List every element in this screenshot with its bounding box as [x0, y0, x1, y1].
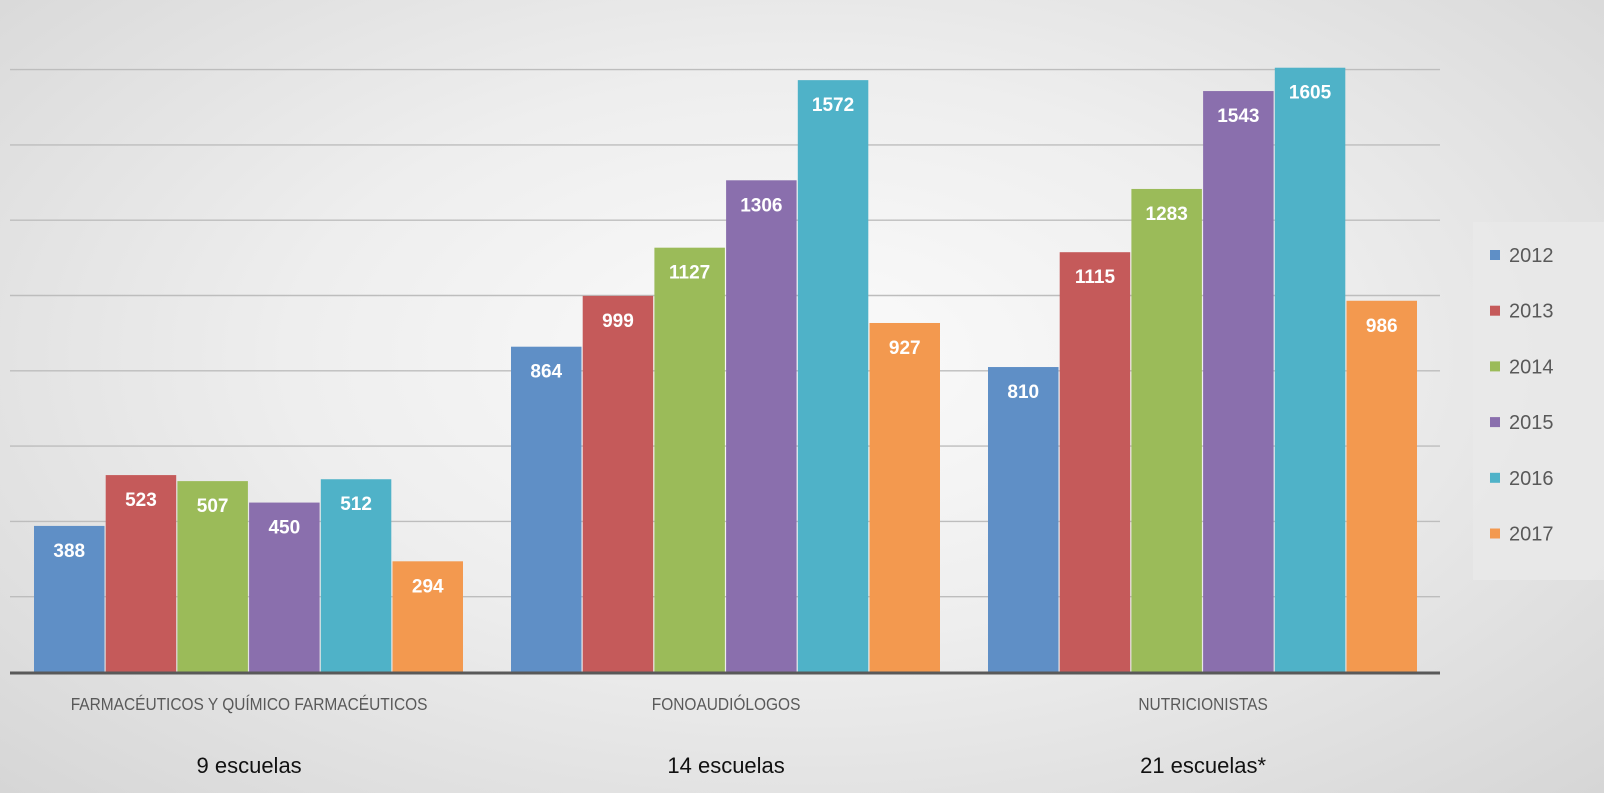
- bar-2014-0: [177, 481, 248, 672]
- bar-2012-2: [988, 367, 1059, 672]
- category-sublabel: 14 escuelas: [667, 753, 784, 778]
- data-label: 1605: [1289, 83, 1332, 104]
- legend-swatch: [1490, 305, 1500, 316]
- data-label: 450: [268, 518, 300, 539]
- data-label: 1306: [740, 195, 782, 216]
- data-label: 1572: [812, 95, 854, 116]
- category-sublabel: 21 escuelas*: [1140, 753, 1266, 778]
- data-label: 864: [530, 362, 562, 383]
- bar-2014-1: [654, 247, 725, 672]
- category-label: FONOAUDIÓLOGOS: [652, 694, 801, 714]
- bar-2017-0: [392, 561, 463, 672]
- data-label: 1543: [1217, 106, 1259, 127]
- bar-2014-2: [1131, 188, 1202, 672]
- bar-2017-1: [869, 322, 940, 672]
- legend-label: 2013: [1509, 301, 1554, 323]
- legend-label: 2012: [1509, 245, 1554, 267]
- data-label: 927: [889, 338, 921, 359]
- legend-label: 2015: [1509, 412, 1554, 434]
- data-label: 512: [340, 494, 372, 515]
- category-labels: FARMACÉUTICOS Y QUÍMICO FARMACÉUTICOS 9 e…: [71, 694, 1268, 778]
- bar-2015-1: [726, 180, 797, 672]
- legend-label: 2017: [1509, 524, 1554, 546]
- bar-2012-0: [34, 525, 105, 672]
- data-label: 1127: [669, 263, 710, 284]
- category-label: FARMACÉUTICOS Y QUÍMICO FARMACÉUTICOS: [71, 694, 428, 714]
- legend-swatch: [1490, 528, 1500, 539]
- legend-swatch: [1490, 250, 1500, 260]
- data-label: 523: [125, 490, 157, 511]
- legend-label: 2016: [1509, 468, 1554, 490]
- bar-2013-0: [105, 475, 177, 672]
- category-label: NUTRICIONISTAS: [1138, 694, 1267, 714]
- bar-2017-2: [1346, 300, 1417, 672]
- data-label: 1115: [1075, 267, 1116, 288]
- legend: 2012 2013 2014 2015 2016 2017: [1473, 222, 1604, 580]
- bar-2016-0: [320, 479, 392, 672]
- data-label: 507: [197, 496, 229, 517]
- data-labels: 388 523 507 450 512 294 864 999 1127 1306 1572 927 8…: [53, 83, 1397, 598]
- bar-2015-2: [1203, 91, 1274, 673]
- bar-2016-1: [797, 80, 869, 673]
- bar-2013-2: [1059, 252, 1131, 672]
- data-label: 294: [412, 576, 444, 597]
- bar-2015-0: [249, 502, 320, 672]
- data-label: 999: [602, 311, 634, 332]
- gridlines: [10, 68, 1440, 598]
- legend-swatch: [1490, 472, 1500, 483]
- data-label: 986: [1366, 316, 1398, 337]
- legend-swatch: [1490, 361, 1500, 372]
- data-label: 810: [1007, 382, 1039, 403]
- data-label: 1283: [1146, 204, 1188, 225]
- data-label: 388: [53, 541, 85, 562]
- bars: [34, 67, 1417, 673]
- bar-2016-2: [1274, 67, 1346, 672]
- bar-2012-1: [511, 346, 582, 672]
- category-sublabel: 9 escuelas: [197, 753, 302, 778]
- legend-box: [1473, 222, 1604, 580]
- legend-swatch: [1490, 417, 1500, 428]
- legend-label: 2014: [1509, 356, 1554, 378]
- bar-2013-1: [582, 295, 654, 672]
